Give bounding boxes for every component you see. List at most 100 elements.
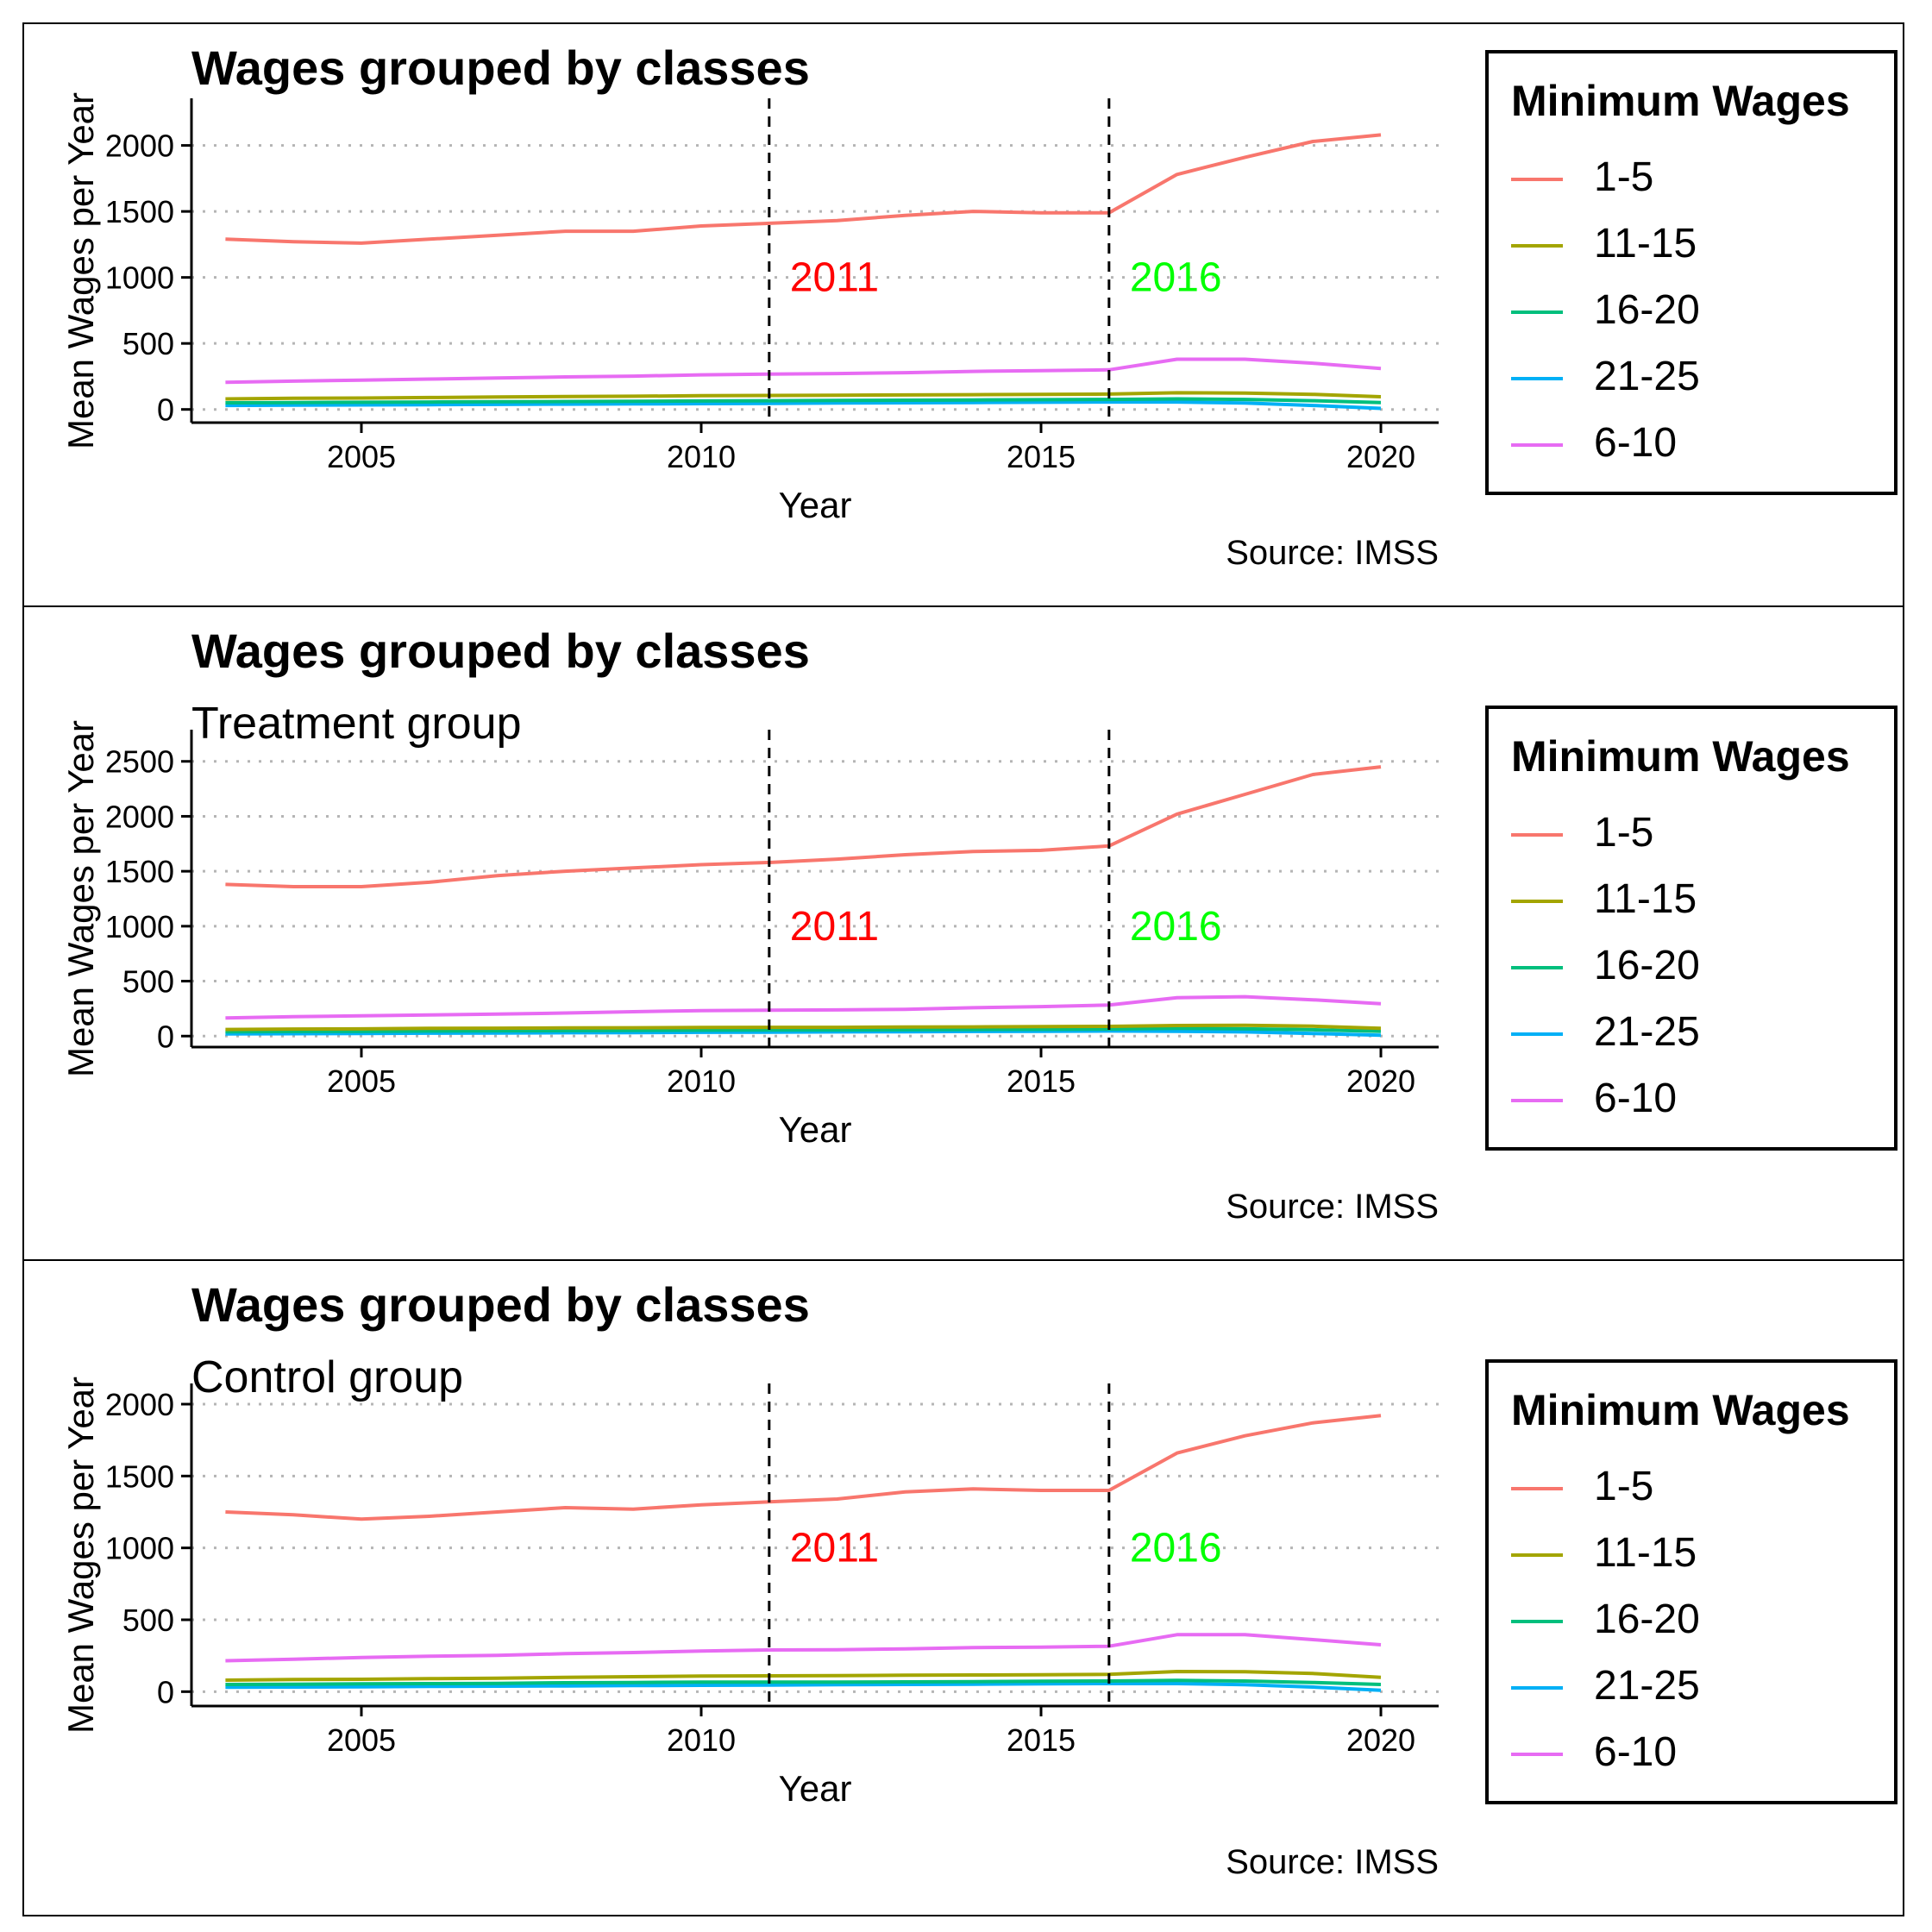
chart-panel-3: Wages grouped by classes Control group 0 50… — [22, 1259, 1904, 1916]
legend-label: 16-20 — [1594, 287, 1700, 333]
legend-label: 11-15 — [1594, 221, 1697, 267]
y-axis-title: Mean Wages per Year — [60, 92, 101, 449]
chart-panel-1: Wages grouped by classes 0 500 1000 1500 2000… — [22, 22, 1904, 607]
legend-label: 6-10 — [1594, 1076, 1678, 1121]
legend-item: 1-5 — [1511, 804, 1873, 864]
legend-label: 21-25 — [1594, 354, 1700, 399]
x-axis-title: Year — [779, 1109, 852, 1150]
legend-title: Minimum Wages — [1511, 732, 1850, 781]
x-tick-label: 2015 — [1007, 1063, 1076, 1099]
legend-item: 1-5 — [1511, 148, 1873, 209]
y-axis-title: Mean Wages per Year — [60, 720, 101, 1077]
series-line-16-20 — [225, 1026, 1382, 1034]
legend-item: 21-25 — [1511, 1003, 1873, 1063]
legend-title: Minimum Wages — [1511, 77, 1850, 125]
y-tick-label: 1500 — [105, 194, 174, 229]
series-line-16-20 — [225, 397, 1382, 405]
legend-title: Minimum Wages — [1511, 1386, 1850, 1434]
series-line-21-25 — [225, 1029, 1382, 1038]
legend-key — [1511, 443, 1563, 447]
x-tick-label: 2005 — [327, 1063, 396, 1099]
annotation-label-2011: 2011 — [790, 904, 879, 950]
y-tick-label: 0 — [157, 1674, 174, 1709]
y-tick-label: 2000 — [105, 1387, 174, 1422]
y-tick-label: 2000 — [105, 799, 174, 834]
series-line-16-20 — [225, 1678, 1382, 1686]
legend-label: 11-15 — [1594, 876, 1697, 922]
x-tick-label: 2005 — [327, 439, 396, 474]
series-line-6-10 — [225, 994, 1382, 1020]
series-line-11-15 — [225, 391, 1382, 401]
y-tick-label: 500 — [122, 326, 174, 361]
x-tick-label: 2020 — [1346, 439, 1415, 474]
x-tick-label: 2020 — [1346, 1722, 1415, 1758]
legend-label: 1-5 — [1594, 154, 1654, 200]
legend-key — [1511, 310, 1563, 314]
chart-svg: Wages grouped by classes Control group 0 50… — [60, 1277, 1439, 1881]
series-line-1-5 — [225, 1414, 1382, 1521]
x-tick-label: 2015 — [1007, 1722, 1076, 1758]
chart-svg: Wages grouped by classes 0 500 1000 1500 2000… — [60, 41, 1439, 572]
y-tick-label: 1000 — [105, 909, 174, 944]
legend-item: 16-20 — [1511, 281, 1873, 342]
y-tick-label: 1500 — [105, 1458, 174, 1494]
chart-subtitle: Control group — [191, 1352, 463, 1402]
legend-key — [1511, 833, 1563, 837]
chart-panel-2: Wages grouped by classes Treatment group 0… — [22, 605, 1904, 1261]
series-line-11-15 — [225, 1670, 1382, 1682]
legend-item: 11-15 — [1511, 215, 1873, 275]
legend: Minimum Wages 1-5 11-15 16-20 21-25 6-10 — [1485, 1359, 1898, 1804]
series-line-6-10 — [225, 357, 1382, 385]
chart-subtitle: Treatment group — [191, 699, 521, 749]
y-tick-label: 2500 — [105, 744, 174, 780]
legend-key — [1511, 1099, 1563, 1102]
legend-label: 6-10 — [1594, 1729, 1678, 1775]
legend-key — [1511, 1553, 1563, 1557]
legend-key — [1511, 244, 1563, 248]
chart-caption: Source: IMSS — [1226, 1843, 1439, 1881]
y-tick-label: 1000 — [105, 260, 174, 296]
chart-title: Wages grouped by classes — [191, 1277, 810, 1332]
x-tick-label: 2010 — [667, 1063, 736, 1099]
legend-label: 1-5 — [1594, 1464, 1654, 1509]
legend-key — [1511, 377, 1563, 380]
x-tick-label: 2005 — [327, 1722, 396, 1758]
legend-item: 6-10 — [1511, 1723, 1873, 1784]
chart-caption: Source: IMSS — [1226, 1188, 1439, 1226]
legend-key — [1511, 1753, 1563, 1756]
legend-label: 1-5 — [1594, 810, 1654, 856]
series-line-21-25 — [225, 400, 1382, 411]
x-tick-label: 2010 — [667, 1722, 736, 1758]
x-axis-title: Year — [779, 485, 852, 525]
y-tick-label: 1500 — [105, 854, 174, 889]
legend-item: 6-10 — [1511, 1070, 1873, 1130]
legend: Minimum Wages 1-5 11-15 16-20 21-25 6-10 — [1485, 706, 1898, 1151]
chart-title: Wages grouped by classes — [191, 624, 810, 678]
legend-key — [1511, 178, 1563, 181]
series-line-11-15 — [225, 1023, 1382, 1032]
y-tick-label: 1000 — [105, 1531, 174, 1566]
legend-label: 11-15 — [1594, 1530, 1697, 1576]
annotation-label-2011: 2011 — [790, 255, 879, 301]
y-axis-title: Mean Wages per Year — [60, 1377, 101, 1734]
legend-item: 16-20 — [1511, 937, 1873, 997]
annotation-label-2011: 2011 — [790, 1526, 879, 1571]
x-tick-label: 2015 — [1007, 439, 1076, 474]
series-line-21-25 — [225, 1682, 1382, 1692]
legend-item: 21-25 — [1511, 348, 1873, 408]
y-tick-label: 2000 — [105, 129, 174, 164]
legend-label: 21-25 — [1594, 1663, 1700, 1709]
legend-label: 16-20 — [1594, 1596, 1700, 1642]
legend-key — [1511, 900, 1563, 903]
annotation-label-2016: 2016 — [1130, 255, 1222, 301]
series-line-6-10 — [225, 1633, 1382, 1663]
annotation-label-2016: 2016 — [1130, 1526, 1222, 1571]
y-tick-label: 500 — [122, 1603, 174, 1638]
chart-svg: Wages grouped by classes Treatment group 0… — [60, 624, 1439, 1226]
legend-item: 16-20 — [1511, 1590, 1873, 1651]
x-tick-label: 2020 — [1346, 1063, 1415, 1099]
legend-item: 11-15 — [1511, 1524, 1873, 1584]
chart-caption: Source: IMSS — [1226, 534, 1439, 572]
legend: Minimum Wages 1-5 11-15 16-20 21-25 6-10 — [1485, 50, 1898, 495]
